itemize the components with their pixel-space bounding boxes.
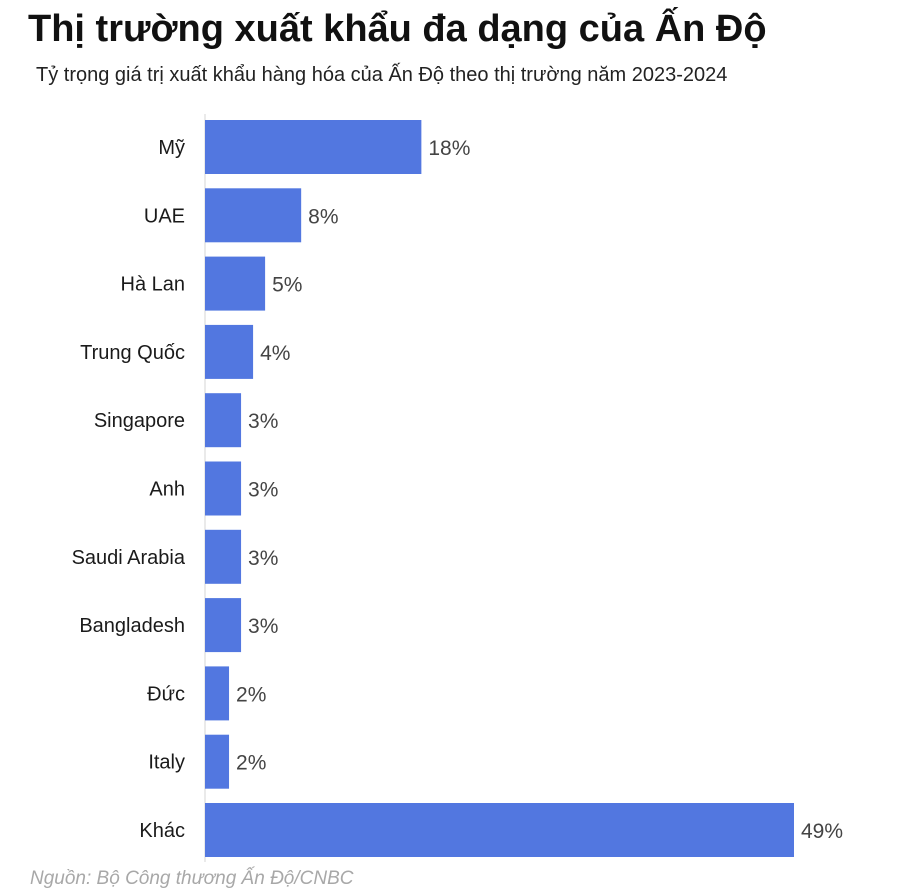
value-label: 18% [428,137,470,160]
chart-subtitle: Tỷ trọng giá trị xuất khẩu hàng hóa của … [36,64,728,86]
value-label: 3% [248,479,278,502]
bar [205,666,230,721]
category-label: UAE [144,205,185,227]
category-label: Bangladesh [79,615,185,637]
category-label: Italy [148,752,185,774]
value-label: 8% [308,205,338,228]
bar [205,598,242,653]
bar [205,120,422,174]
category-label: Trung Quốc [80,342,185,364]
category-label: Singapore [94,410,185,432]
bar [205,529,242,584]
category-label: Anh [149,479,185,501]
value-label: 5% [272,274,302,297]
category-label: Hà Lan [121,274,186,296]
bar [205,393,242,448]
value-label: 3% [248,547,278,570]
category-label: Saudi Arabia [72,547,186,569]
value-label: 2% [236,683,266,706]
value-label: 3% [248,410,278,433]
bar [205,324,254,379]
value-label: 49% [801,820,843,843]
bar [205,461,242,516]
category-label: Khác [139,820,185,842]
bar [205,803,794,857]
bars-group: Mỹ 18% UAE 8% Hà Lan 5% Trung Quốc 4% Singapore 3… [72,120,843,857]
chart-title: Thị trường xuất khẩu đa dạng của Ấn Độ [28,8,767,50]
value-label: 3% [248,615,278,638]
category-label: Mỹ [158,137,185,159]
category-label: Đức [147,683,185,705]
bar [205,256,266,311]
value-label: 4% [260,342,290,365]
source-note: Nguồn: Bộ Công thương Ấn Độ/CNBC [30,868,354,889]
bar [205,734,230,789]
value-label: 2% [236,752,266,775]
bar [205,188,302,243]
